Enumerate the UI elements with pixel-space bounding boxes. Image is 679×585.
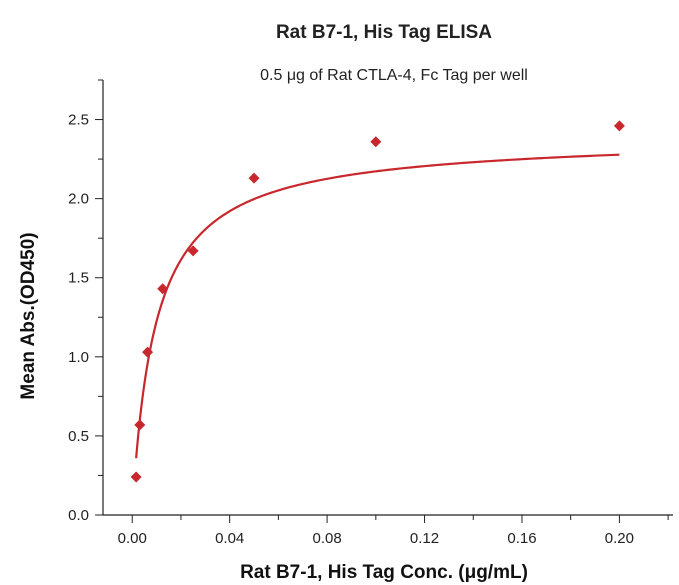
y-tick-label: 2.0 (68, 191, 89, 208)
axes: 0.00 0.04 0.08 0.12 0.16 0.20 0.0 0.5 1.0 1.5 2.0 2… (68, 79, 673, 547)
fit-curve (135, 153, 620, 459)
data-point (370, 136, 382, 148)
data-point (142, 346, 154, 358)
x-tick-label: 0.04 (215, 530, 244, 547)
y-tick-label: 1.5 (68, 270, 89, 287)
data-point (130, 471, 142, 483)
y-tick-label: 0.5 (68, 428, 89, 445)
y-tick-label: 2.5 (68, 112, 89, 129)
data-point (248, 172, 260, 184)
x-tick-label: 0.12 (410, 530, 439, 547)
x-tick-label: 0.16 (507, 530, 536, 547)
data-point (613, 120, 625, 132)
fit-curve-layer (135, 153, 620, 459)
chart-title: Rat B7-1, His Tag ELISA (276, 22, 492, 43)
y-tick-label: 0.0 (68, 507, 89, 524)
chart-subtitle: 0.5 μg of Rat CTLA-4, Fc Tag per well (260, 67, 528, 84)
x-tick-label: 0.00 (118, 530, 147, 547)
x-tick-label: 0.20 (605, 530, 634, 547)
data-points (130, 120, 625, 483)
x-tick-label: 0.08 (313, 530, 342, 547)
data-point (157, 283, 169, 295)
x-axis-label: Rat B7-1, His Tag Conc. (μg/mL) (240, 562, 528, 583)
y-tick-label: 1.0 (68, 349, 89, 366)
y-axis-label: Mean Abs.(OD450) (18, 232, 39, 399)
data-point (134, 419, 146, 431)
data-point (187, 245, 199, 257)
